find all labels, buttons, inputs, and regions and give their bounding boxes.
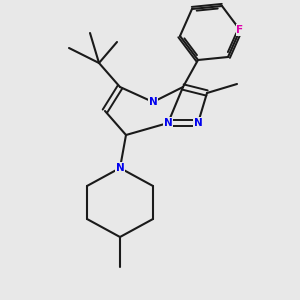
Text: N: N [194,118,202,128]
Text: F: F [236,25,244,35]
Text: N: N [148,97,158,107]
Text: N: N [116,163,124,173]
Text: N: N [164,118,172,128]
